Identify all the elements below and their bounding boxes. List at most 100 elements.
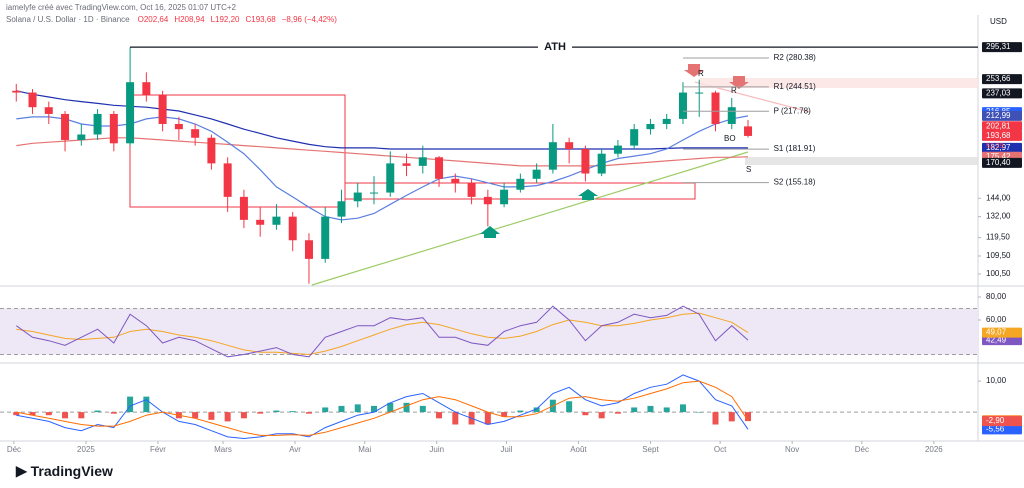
- x-tick-label: Nov: [785, 445, 799, 454]
- author-line: iamelyfe créé avec TradingView.com, Oct …: [6, 3, 237, 12]
- ohlc-value: H208,94: [174, 15, 205, 24]
- symbol-title: Solana / U.S. Dollar · 1D · Binance: [6, 15, 130, 24]
- macd-histogram-bar: [273, 410, 280, 413]
- y-tick-label: 10,00: [986, 376, 1007, 385]
- x-tick-label: Sept: [642, 445, 659, 454]
- price-tag: [982, 335, 1022, 346]
- macd-histogram-bar: [127, 396, 134, 413]
- macd-histogram-bar: [598, 412, 605, 419]
- price-tag: [982, 110, 1022, 121]
- candle-body: [727, 107, 736, 124]
- y-tick-label: 109,50: [986, 251, 1011, 260]
- candle-body: [93, 113, 102, 135]
- macd-histogram-bar: [631, 407, 638, 413]
- price-tag: [982, 157, 1022, 168]
- x-tick-label: Oct: [714, 445, 727, 454]
- price-tag: [982, 74, 1022, 85]
- sell-arrow: [729, 76, 749, 89]
- pivot-label: R1 (244.51): [774, 82, 817, 91]
- candle-body: [744, 126, 753, 136]
- candle-body: [174, 123, 183, 130]
- candle-body: [402, 163, 411, 166]
- candle-body: [337, 201, 346, 217]
- moving-average: [16, 137, 749, 167]
- candle-body: [370, 192, 379, 194]
- candle-body: [223, 163, 232, 197]
- candle-body: [451, 178, 460, 183]
- rsi-line: [16, 305, 749, 358]
- x-tick-label: 2025: [77, 445, 95, 454]
- price-plot: [12, 47, 753, 284]
- candle-body: [304, 240, 313, 259]
- x-tick-label: Mars: [214, 445, 232, 454]
- ath-label: ATH: [544, 41, 566, 53]
- candle-body: [61, 113, 70, 140]
- candle-body: [256, 219, 265, 225]
- macd-histogram-bar: [679, 404, 686, 413]
- y-tick-label: 144,00: [986, 193, 1011, 202]
- price-tag-label: 49,07: [986, 328, 1007, 337]
- macd-histogram-bar: [696, 412, 703, 413]
- candle-body: [695, 92, 704, 94]
- macd-line: [16, 374, 749, 440]
- price-tag-label: 253,66: [986, 74, 1011, 83]
- price-tag-label: -5,56: [986, 424, 1005, 433]
- x-tick-label: Juin: [429, 445, 444, 454]
- annotation: BO: [724, 134, 736, 143]
- macd-histogram-bar: [62, 412, 69, 419]
- macd-histogram-bar: [305, 412, 312, 414]
- price-tag: [982, 42, 1022, 53]
- macd-line: [16, 380, 749, 436]
- macd-histogram-bar: [647, 405, 654, 413]
- candle-body: [548, 142, 557, 170]
- candle-body: [207, 137, 216, 164]
- candle-body: [12, 90, 21, 93]
- x-tick-label: Déc: [855, 445, 869, 454]
- candle-body: [613, 145, 622, 154]
- price-tag-label: -2,90: [986, 416, 1005, 425]
- macd-histogram-bar: [501, 412, 508, 417]
- pivot-label: S2 (155.18): [774, 178, 816, 187]
- range-box: [129, 94, 346, 208]
- y-tick-label: 80,00: [986, 292, 1007, 301]
- macd-histogram-bar: [338, 405, 345, 413]
- macd-histogram-bar: [663, 407, 670, 413]
- ath-label-bg: [538, 40, 572, 55]
- macd-histogram-bar: [728, 412, 735, 422]
- brand-name[interactable]: TradingView: [31, 463, 113, 479]
- pivot-label: S1 (181.91): [774, 144, 816, 153]
- x-tick-label: Avr: [289, 445, 301, 454]
- macd-histogram-bar: [240, 412, 247, 419]
- candle-body: [662, 118, 671, 124]
- macd-histogram-bar: [29, 412, 36, 416]
- macd-histogram-bar: [582, 412, 589, 416]
- x-tick-label: Févr: [150, 445, 166, 454]
- macd-histogram-bar: [45, 412, 52, 416]
- brand-logo[interactable]: ▶ TradingView: [15, 463, 113, 479]
- buy-arrow: [480, 226, 500, 238]
- candle-body: [711, 92, 720, 124]
- candle-body: [678, 92, 687, 119]
- x-tick-label: Juil: [500, 445, 512, 454]
- rsi-band: [0, 308, 978, 355]
- candle-body: [386, 163, 395, 193]
- y-tick-label: 132,00: [986, 212, 1011, 221]
- price-tag-label: 193,68: [986, 131, 1011, 140]
- currency: USD: [990, 17, 1007, 26]
- candle-body: [418, 157, 427, 166]
- macd-histogram-bar: [224, 412, 231, 422]
- macd-histogram-bar: [436, 412, 443, 419]
- candle-body: [646, 123, 655, 130]
- macd-histogram-bar: [371, 405, 378, 413]
- candle-body: [191, 129, 200, 138]
- price-tag: [982, 142, 1022, 153]
- macd-histogram-bar: [387, 402, 394, 413]
- y-tick-label: 100,50: [986, 269, 1011, 278]
- ohlc-value: O202,64: [138, 15, 169, 24]
- price-tag-label: 42,49: [986, 335, 1007, 344]
- price-tag: [982, 88, 1022, 99]
- candle-body: [581, 149, 590, 174]
- macd-histogram-bar: [614, 412, 621, 414]
